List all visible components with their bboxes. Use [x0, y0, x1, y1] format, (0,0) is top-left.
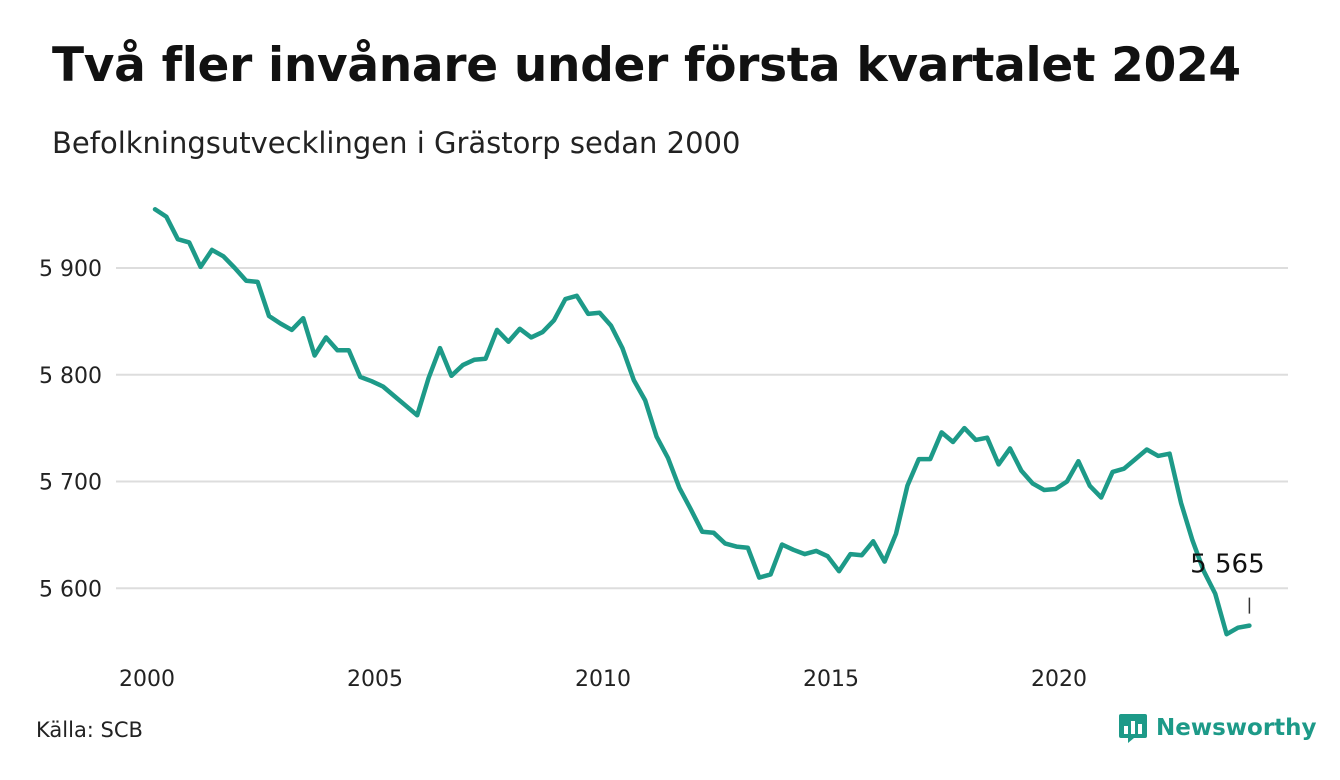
y-tick-label: 5 700 — [39, 471, 102, 496]
x-tick-label: 2005 — [347, 667, 403, 692]
x-tick-label: 2010 — [575, 667, 631, 692]
y-tick-label: 5 900 — [39, 257, 102, 282]
line-chart: 5 600 5 700 5 800 5 900 2000 2005 2010 2015 202… — [39, 207, 1288, 692]
y-tick-label: 5 800 — [39, 364, 102, 389]
source-note: Källa: SCB — [36, 718, 143, 742]
brand-name: Newsworthy — [1156, 715, 1317, 741]
chart-subtitle: Befolkningsutvecklingen i Grästorp sedan… — [52, 126, 741, 160]
y-tick-label: 5 600 — [39, 577, 102, 602]
end-value-label: 5 565 — [1190, 550, 1264, 580]
newsworthy-logo[interactable]: Newsworthy — [1118, 712, 1317, 744]
x-tick-label: 2015 — [803, 667, 859, 692]
series-line — [152, 207, 1252, 637]
chart-title: Två fler invånare under första kvartalet… — [52, 38, 1241, 93]
x-tick-label: 2000 — [119, 667, 175, 692]
x-tick-label: 2020 — [1031, 667, 1087, 692]
newsworthy-logo-icon — [1119, 714, 1147, 743]
